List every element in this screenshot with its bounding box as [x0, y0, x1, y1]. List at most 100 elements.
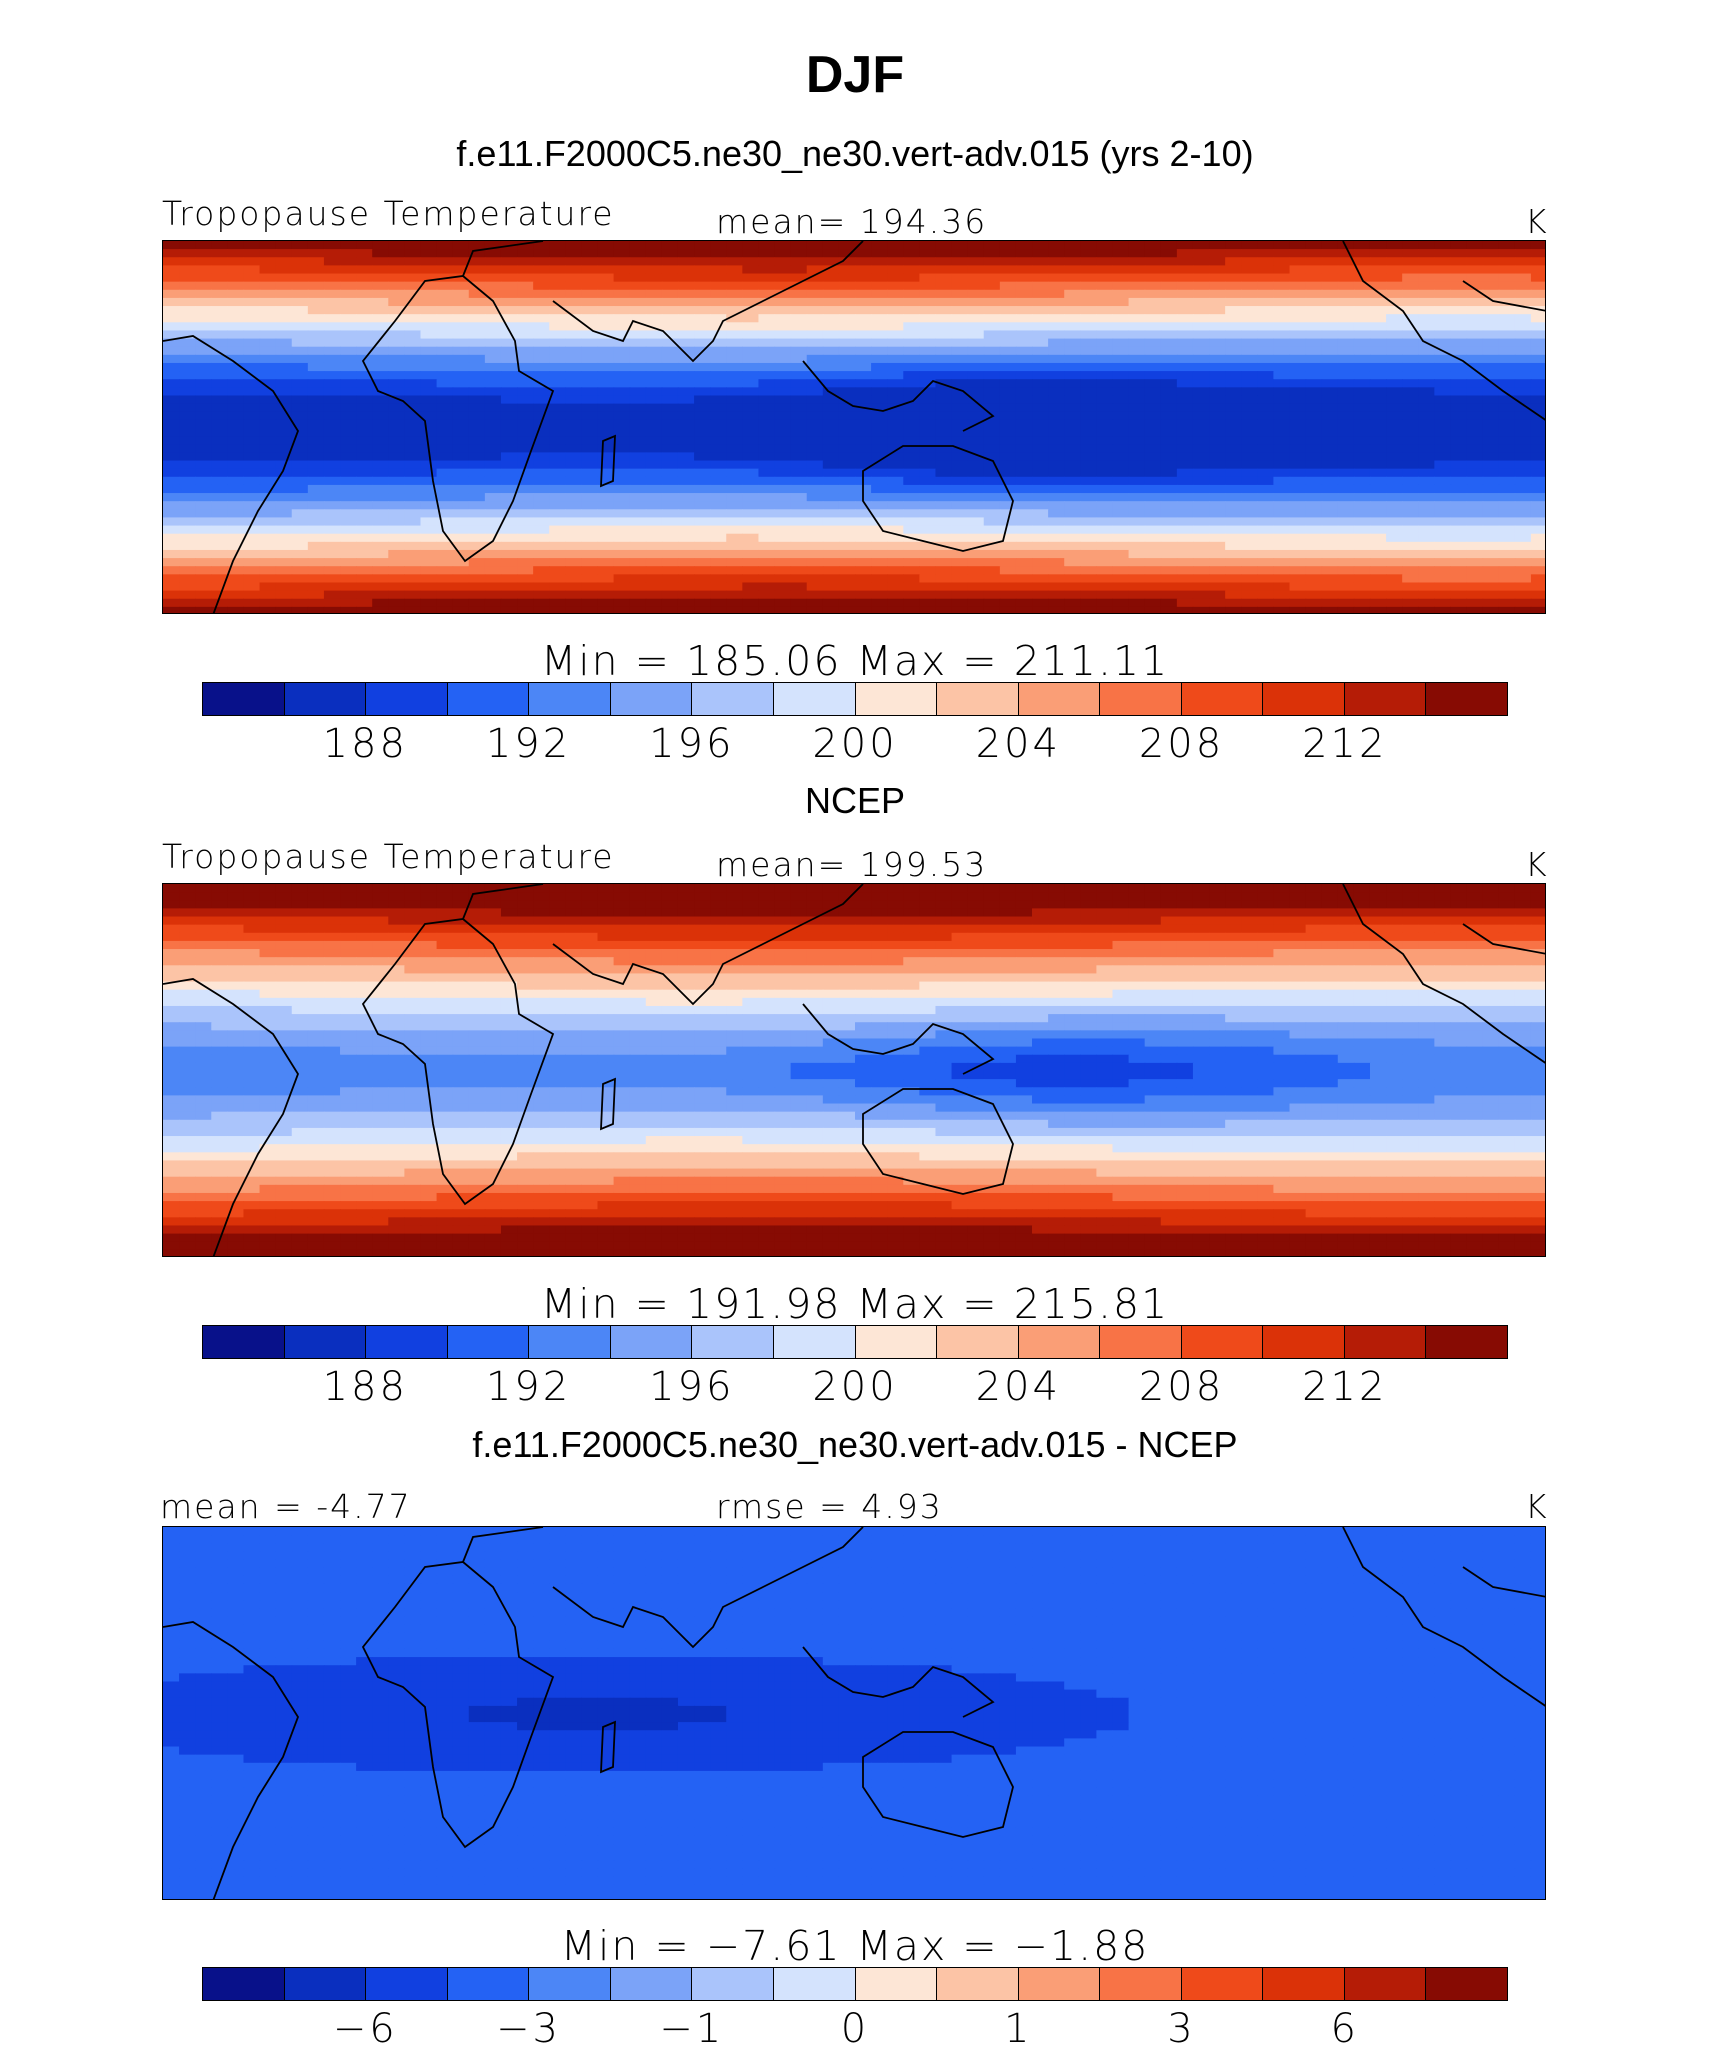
field-cell	[806, 452, 824, 462]
field-cell	[340, 549, 357, 559]
field-cell	[1048, 468, 1065, 478]
field-cell	[340, 338, 357, 348]
field-cell	[710, 387, 727, 397]
field-cell	[1305, 501, 1323, 510]
field-cell	[549, 940, 566, 950]
field-cell	[1386, 541, 1403, 551]
field-cell	[742, 884, 760, 893]
field-cell	[340, 468, 357, 478]
field-cell	[163, 444, 180, 453]
field-cell	[1241, 892, 1258, 901]
field-cell	[1498, 541, 1516, 551]
field-cell	[1498, 900, 1516, 909]
field-cell	[1032, 241, 1049, 250]
field-cell	[1225, 362, 1242, 372]
field-cell	[1386, 549, 1403, 559]
field-cell	[1032, 541, 1049, 551]
field-cell	[999, 965, 1017, 975]
field-cell	[1353, 330, 1371, 340]
field-cell	[307, 916, 325, 926]
field-cell	[565, 436, 583, 445]
field-cell	[533, 582, 550, 592]
field-cell	[871, 297, 888, 307]
field-cell	[645, 289, 663, 299]
field-cell	[1080, 476, 1097, 486]
field-cell	[919, 582, 937, 592]
field-cell	[243, 549, 261, 559]
field-cell	[1015, 265, 1033, 275]
field-cell	[677, 419, 695, 429]
field-cell	[710, 289, 727, 299]
field-cell	[1337, 306, 1355, 315]
field-cell	[1032, 436, 1049, 445]
field-cell	[677, 306, 695, 315]
field-cell	[259, 590, 277, 600]
field-cell	[404, 957, 422, 966]
field-cell	[323, 444, 341, 453]
field-cell	[275, 493, 293, 502]
field-cell	[163, 314, 180, 323]
field-cell	[742, 297, 760, 307]
field-cell	[726, 957, 743, 966]
field-cell	[549, 924, 566, 934]
field-cell	[420, 965, 438, 975]
field-cell	[291, 395, 309, 405]
field-cell	[275, 249, 293, 258]
field-cell	[1048, 541, 1065, 551]
field-cell	[1225, 965, 1242, 975]
field-cell	[307, 484, 325, 494]
field-cell	[259, 533, 277, 543]
field-cell	[1305, 281, 1323, 291]
field-cell	[1289, 558, 1307, 567]
field-cell	[1128, 346, 1146, 356]
field-cell	[179, 900, 196, 909]
field-cell	[179, 354, 196, 364]
field-cell	[661, 338, 679, 348]
field-cell	[1482, 444, 1500, 453]
field-cell	[1273, 281, 1291, 291]
field-cell	[404, 273, 422, 283]
field-cell	[774, 452, 792, 462]
field-cell	[1192, 558, 1210, 567]
field-cell	[903, 900, 920, 909]
field-cell	[1450, 493, 1468, 502]
field-cell	[1273, 241, 1291, 250]
field-cell	[243, 354, 261, 364]
field-cell	[1096, 411, 1114, 421]
field-cell	[468, 525, 486, 535]
field-cell	[307, 566, 325, 575]
field-cell	[323, 606, 341, 613]
field-cell	[211, 395, 228, 405]
field-cell	[1386, 338, 1403, 348]
field-cell	[340, 322, 357, 332]
field-cell	[581, 395, 599, 405]
field-cell	[500, 957, 518, 966]
field-cell	[855, 265, 872, 275]
field-cell	[919, 281, 937, 291]
field-cell	[951, 566, 969, 575]
field-cell	[919, 493, 937, 502]
field-cell	[790, 289, 808, 299]
field-cell	[790, 281, 808, 291]
field-cell	[1482, 484, 1500, 494]
field-cell	[742, 509, 760, 519]
field-cell	[1289, 411, 1307, 421]
field-cell	[1032, 484, 1049, 494]
field-cell	[871, 411, 888, 421]
field-cell	[340, 265, 357, 275]
field-cell	[1112, 932, 1130, 942]
panel-2-units: K	[1525, 845, 1549, 884]
field-cell	[1080, 957, 1097, 966]
field-cell	[1418, 289, 1435, 299]
field-cell	[323, 900, 341, 909]
field-cell	[806, 241, 824, 250]
field-cell	[1273, 949, 1291, 958]
field-cell	[468, 354, 486, 364]
field-cell	[951, 932, 969, 942]
field-cell	[774, 444, 792, 453]
field-cell	[1128, 476, 1146, 486]
field-cell	[999, 566, 1017, 575]
field-cell	[790, 460, 808, 470]
field-cell	[388, 289, 405, 299]
field-cell	[758, 606, 776, 613]
